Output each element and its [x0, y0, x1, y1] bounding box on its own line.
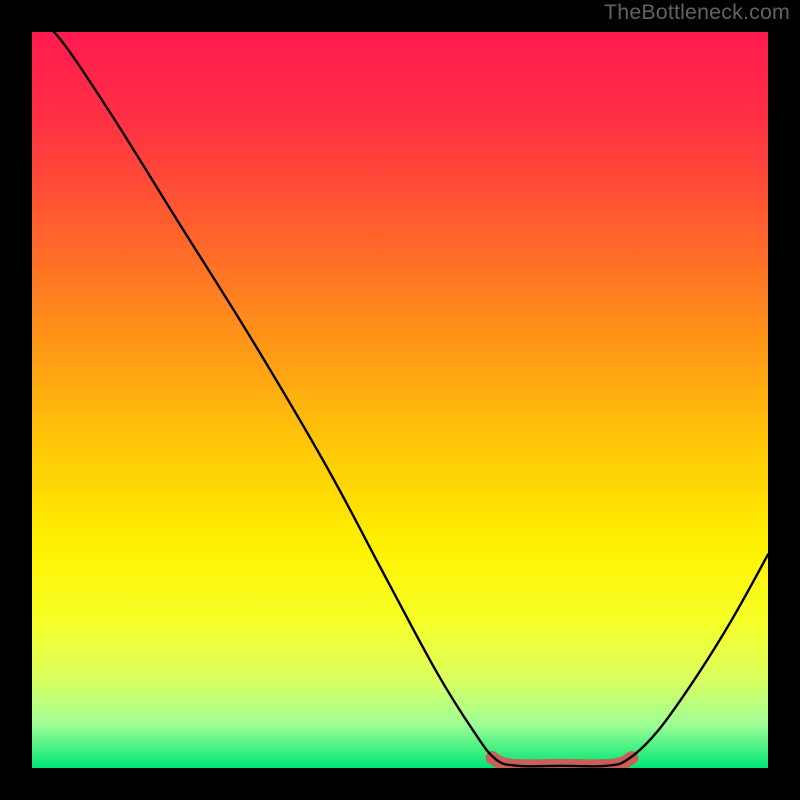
plot-background — [32, 32, 768, 768]
chart-stage: TheBottleneck.com — [0, 0, 800, 800]
bottleneck-chart — [0, 0, 800, 800]
watermark-text: TheBottleneck.com — [604, 0, 790, 25]
